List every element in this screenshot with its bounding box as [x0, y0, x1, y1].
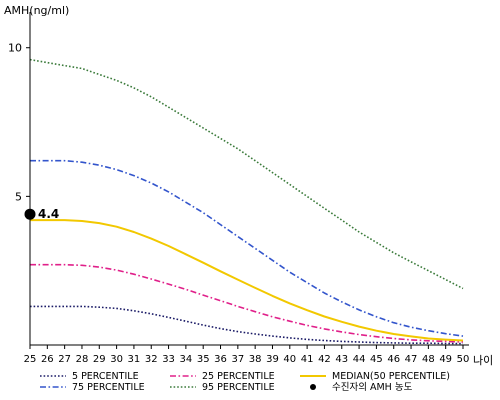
series-line-75-percentile [30, 159, 464, 337]
y-axis-ticks: 5 10 [8, 42, 30, 203]
series-line-5-percentile [30, 305, 463, 345]
x-tick-label: 35 [197, 354, 210, 365]
legend-label: MEDIAN(50 PERCENTILE) [332, 371, 450, 382]
legend-label: 5 PERCENTILE [72, 371, 139, 382]
x-tick-label: 39 [266, 354, 279, 365]
x-tick-label: 44 [353, 354, 366, 365]
legend-label: 수진자의 AMH 농도 [332, 382, 413, 393]
x-tick-label: 37 [231, 354, 244, 365]
x-tick-label: 45 [370, 354, 383, 365]
x-tick-label: 40 [283, 354, 296, 365]
x-tick-label: 31 [128, 354, 141, 365]
x-tick-label: 38 [249, 354, 262, 365]
x-tick-label: 49 [439, 354, 452, 365]
x-tick-label: 41 [301, 354, 314, 365]
x-tick-label: 26 [41, 354, 54, 365]
patient-amh-value-label: 4.4 [38, 207, 59, 221]
x-tick-label: 30 [110, 354, 123, 365]
y-axis-title: AMH(ng/ml) [4, 4, 69, 17]
series-line-25-percentile [30, 263, 464, 343]
series-lines [29, 58, 464, 345]
legend-label: 25 PERCENTILE [202, 371, 275, 382]
x-tick-label: 46 [387, 354, 400, 365]
x-tick-label: 33 [162, 354, 175, 365]
x-tick-label: 50 [457, 354, 470, 365]
x-tick-label: 25 [24, 354, 37, 365]
x-axis-title: 나이 [473, 354, 493, 367]
x-tick-label: 47 [405, 354, 418, 365]
x-tick-label: 27 [58, 354, 71, 365]
x-tick-label: 48 [422, 354, 435, 365]
x-tick-label: 36 [214, 354, 227, 365]
y-tick-label: 5 [15, 190, 22, 203]
x-tick-label: 34 [180, 354, 193, 365]
x-tick-label: 32 [145, 354, 158, 365]
x-tick-label: 43 [335, 354, 348, 365]
x-axis-ticks: 25 26 27 28 29 30 31 32 33 34 35 36 37 38 39 40 41 42 43 44… [24, 345, 470, 365]
x-tick-label: 29 [93, 354, 106, 365]
legend-marker-dot [310, 384, 316, 390]
x-tick-label: 28 [76, 354, 89, 365]
series-line-median-50-percentile- [30, 219, 464, 342]
x-tick-label: 42 [318, 354, 331, 365]
legend: 5 PERCENTILE 25 PERCENTILE MEDIAN(50 PERCE… [40, 371, 450, 393]
series-line-95-percentile [29, 58, 464, 290]
legend-label: 75 PERCENTILE [72, 382, 145, 393]
legend-label: 95 PERCENTILE [202, 382, 275, 393]
y-tick-label: 10 [8, 42, 22, 55]
